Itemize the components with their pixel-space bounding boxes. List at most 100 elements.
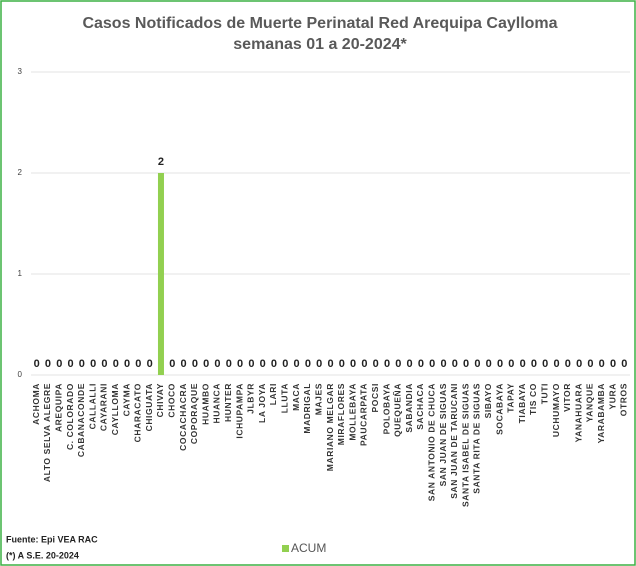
x-tick-label: TAPAY [506,383,516,413]
x-tick-label: MARIANO MELGAR [325,383,335,471]
data-label: 0 [248,358,254,370]
data-label: 0 [508,358,514,370]
data-label: 0 [124,358,130,370]
data-label: 0 [565,358,571,370]
x-tick-label: CAYARANI [99,383,109,431]
data-label: 0 [34,358,40,370]
data-label: 0 [316,358,322,370]
data-label: 0 [181,358,187,370]
x-tick-label: TIS CO [528,383,538,415]
data-label: 0 [474,358,480,370]
data-label: 0 [384,358,390,370]
data-label: 0 [587,358,593,370]
data-label: 0 [90,358,96,370]
x-tick-label: LLUTA [280,383,290,413]
x-tick-label: VITOR [562,383,572,412]
x-tick-label: CHARACATO [133,383,143,442]
x-tick-label: CABANACONDE [76,383,86,457]
x-tick-label: LARI [268,383,278,405]
data-label: 0 [79,358,85,370]
data-label: 0 [373,358,379,370]
x-tick-label: MADRIGAL [302,383,312,434]
data-label: 0 [203,358,209,370]
x-tick-label: CAYMA [121,383,131,416]
x-tick-label: CHOCO [167,383,177,418]
x-tick-label: YANQUE [585,383,595,422]
data-label: 0 [576,358,582,370]
x-tick-label: ACHOMA [31,383,41,425]
x-tick-label: ICHUPAMPA [234,383,244,439]
data-label: 0 [486,358,492,370]
data-label: 0 [452,358,458,370]
data-label: 0 [327,358,333,370]
x-tick-label: C. COLORADO [65,383,75,450]
x-tick-label: SAN ANTONIO DE CHUCA [426,383,436,501]
data-label: 0 [192,358,198,370]
x-tick-label: HUAMBO [200,383,210,425]
x-tick-label: TUTI [539,383,549,404]
data-label: 0 [271,358,277,370]
data-label: 0 [599,358,605,370]
legend-label: ACUM [291,541,326,555]
data-label: 0 [542,358,548,370]
data-label: 0 [531,358,537,370]
x-tick-label: YANAHUARA [573,383,583,442]
data-label: 0 [294,358,300,370]
x-tick-label: SOCABAYA [494,383,504,435]
data-label: 0 [101,358,107,370]
y-tick-label: 0 [18,370,23,379]
data-label: 0 [135,358,141,370]
data-label: 0 [214,358,220,370]
x-tick-label: SANTA ISABEL DE SIGUAS [460,383,470,507]
x-tick-label: MIRAFLORES [336,383,346,445]
legend-swatch [282,545,289,552]
data-label: 0 [621,358,627,370]
x-tick-label: JLBYR [246,383,256,414]
x-tick-label: CHIVAY [155,383,165,417]
x-tick-label: SANTA RITA DE SIGUAS [472,383,482,494]
data-label: 0 [147,358,153,370]
data-label: 0 [463,358,469,370]
x-tick-label: MAJES [313,383,323,415]
data-label: 0 [113,358,119,370]
x-tick-label: POCSI [370,383,380,412]
x-tick-label: MACA [291,383,301,411]
x-tick-label: HUNTER [223,383,233,422]
x-tick-label: LA JOYA [257,383,267,423]
x-tick-label: HUANCA [212,383,222,423]
data-label: 0 [440,358,446,370]
chart-title: Casos Notificados de Muerte Perinatal Re… [82,15,557,32]
x-tick-label: COCACHACRA [178,383,188,451]
x-tick-label: TIABAYA [517,383,527,423]
data-label: 0 [260,358,266,370]
x-tick-label: SAN JUAN DE TARUCANI [449,383,459,499]
data-label: 0 [56,358,62,370]
x-tick-label: SABANDIA [404,383,414,433]
x-tick-label: SACHACA [415,383,425,430]
data-label: 0 [418,358,424,370]
y-tick-label: 1 [18,269,23,278]
source-note: Fuente: Epi VEA RAC [6,534,98,544]
x-tick-label: CAYLLOMA [110,383,120,435]
y-tick-label: 2 [18,168,23,177]
x-tick-label: ALTO SELVA ALEGRE [42,383,52,482]
data-label: 0 [361,358,367,370]
bar [157,173,164,375]
data-label: 0 [169,358,175,370]
data-label: 0 [282,358,288,370]
data-label: 0 [45,358,51,370]
x-tick-label: COPORAQUE [189,383,199,444]
x-tick-label: YARABAMBA [596,383,606,443]
data-label: 0 [553,358,559,370]
x-tick-label: CHIGUATA [144,383,154,431]
data-label: 0 [339,358,345,370]
x-tick-label: SIBAYO [483,383,493,418]
x-tick-label: UCHUMAYO [551,383,561,437]
data-label: 0 [67,358,73,370]
x-tick-label: PAUCARPATA [359,383,369,446]
data-label: 0 [429,358,435,370]
data-label: 0 [305,358,311,370]
x-tick-label: CALLALLI [87,383,97,429]
data-label: 0 [497,358,503,370]
data-label: 0 [237,358,243,370]
